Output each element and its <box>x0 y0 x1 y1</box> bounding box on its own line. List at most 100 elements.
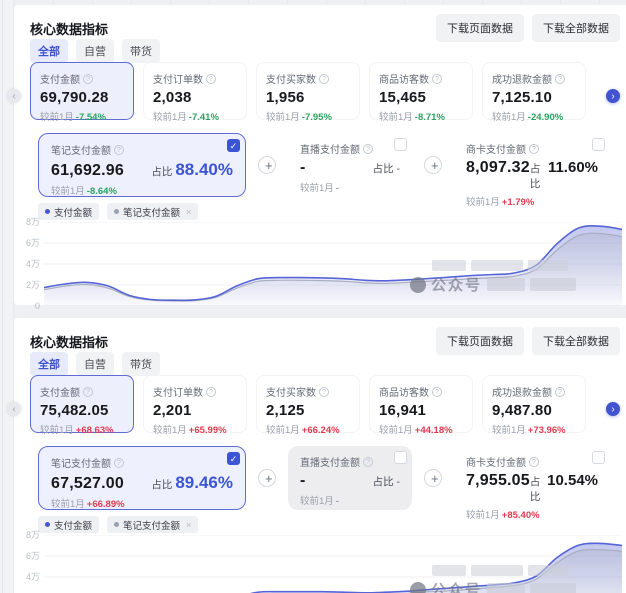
metric-card-order-count[interactable]: 支付订单数? 2,201 较前1月 +65.99% <box>143 375 247 436</box>
legend-item-payment[interactable]: 支付金额 <box>38 516 100 533</box>
compare-label: 较前1月 <box>153 425 187 436</box>
trend-area-chart[interactable] <box>44 534 623 593</box>
compare-label: 较前1月 <box>153 112 187 123</box>
tab-affiliate[interactable]: 带货 <box>122 352 160 376</box>
change-value: -8.71% <box>414 112 445 123</box>
share-label: 占比 <box>151 479 173 491</box>
metric-card-product-visitors[interactable]: 商品访客数? 16,941 较前1月 +44.18% <box>369 375 473 436</box>
subcard-value: 7,955.05 <box>466 472 530 489</box>
share-label: 占比 - <box>372 163 400 175</box>
tab-self-operated[interactable]: 自营 <box>76 352 114 376</box>
add-metric-button[interactable]: + <box>424 469 442 487</box>
legend-label: 支付金额 <box>54 207 93 219</box>
share-value: 88.40% <box>175 160 233 179</box>
close-icon[interactable]: × <box>186 206 192 217</box>
y-tick: 4万 <box>25 259 40 269</box>
trend-area-chart[interactable] <box>43 221 623 308</box>
legend-item-payment[interactable]: 支付金额 <box>38 203 100 220</box>
y-tick: 2万 <box>25 280 40 290</box>
add-metric-button[interactable]: + <box>258 156 276 174</box>
metric-card-payment-amount[interactable]: 支付金额? 69,790.28 较前1月 -7.54% <box>30 62 134 123</box>
legend-item-note-payment[interactable]: 笔记支付金额 × <box>107 203 199 220</box>
metric-value: 2,201 <box>153 402 192 419</box>
compare-label: 较前1月 <box>492 112 526 123</box>
metric-card-row: 支付金额? 75,482.05 较前1月 +68.63% 支付订单数? 2,201… <box>30 375 586 436</box>
metric-card-refund-amount[interactable]: 成功退款金额? 9,487.80 较前1月 +73.96% <box>482 375 586 436</box>
info-icon[interactable]: ? <box>83 73 93 84</box>
info-icon[interactable]: ? <box>363 456 373 467</box>
share-value: 89.46% <box>175 473 233 492</box>
checkbox-unchecked-icon[interactable] <box>592 138 605 151</box>
subcard-label: 直播支付金额 <box>300 145 360 156</box>
carousel-next-button[interactable]: › <box>606 402 620 416</box>
compare-label: 较前1月 <box>266 425 300 436</box>
background-grid <box>14 0 626 5</box>
share-value: 11.60% <box>547 159 598 176</box>
info-icon[interactable]: ? <box>432 73 442 84</box>
add-metric-button[interactable]: + <box>424 156 442 174</box>
panel-title: 核心数据指标 <box>30 334 109 350</box>
change-value: - <box>335 183 339 194</box>
change-value: -7.41% <box>188 112 219 123</box>
panel-title: 核心数据指标 <box>30 21 109 37</box>
info-icon[interactable]: ? <box>114 144 124 155</box>
share-value: 10.54% <box>547 472 598 489</box>
download-all-data-button[interactable]: 下载全部数据 <box>532 14 620 42</box>
metric-card-row: 支付金额? 69,790.28 较前1月 -7.54% 支付订单数? 2,038 … <box>30 62 586 123</box>
checkbox-unchecked-icon[interactable] <box>394 138 407 151</box>
tab-all[interactable]: 全部 <box>30 39 68 63</box>
info-icon[interactable]: ? <box>363 143 373 154</box>
info-icon[interactable]: ? <box>529 143 539 154</box>
download-page-data-button[interactable]: 下载页面数据 <box>436 14 524 42</box>
metric-label: 支付订单数 <box>153 388 203 399</box>
legend-dot-icon <box>45 522 50 527</box>
info-icon[interactable]: ? <box>206 386 216 397</box>
subcard-value: 8,097.32 <box>466 159 530 176</box>
checkbox-unchecked-icon[interactable] <box>592 451 605 464</box>
subcard-note-payment[interactable]: ✓ 笔记支付金额? 67,527.00 占比 89.46% 较前1月 +66.89% <box>38 446 246 510</box>
info-icon[interactable]: ? <box>432 386 442 397</box>
download-page-data-button[interactable]: 下载页面数据 <box>436 327 524 355</box>
metric-card-product-visitors[interactable]: 商品访客数? 15,465 较前1月 -8.71% <box>369 62 473 123</box>
tab-all[interactable]: 全部 <box>30 352 68 376</box>
info-icon[interactable]: ? <box>114 457 124 468</box>
metric-card-payment-amount[interactable]: 支付金额? 75,482.05 较前1月 +68.63% <box>30 375 134 436</box>
core-metrics-panel-1: 核心数据指标 下载页面数据 下载全部数据 全部 自营 带货 ‹ › 支付金额? … <box>7 5 626 311</box>
metric-label: 成功退款金额 <box>492 75 552 86</box>
subcard-product-card-payment[interactable]: 商卡支付金额? 7,955.05 占比 10.54% 较前1月 +85.40% <box>454 446 610 521</box>
carousel-prev-button[interactable]: ‹ <box>7 402 21 416</box>
checkbox-checked-icon[interactable]: ✓ <box>227 452 240 465</box>
metric-card-refund-amount[interactable]: 成功退款金额? 7,125.10 较前1月 -24.90% <box>482 62 586 123</box>
chevron-left-icon: ‹ <box>12 403 16 415</box>
info-icon[interactable]: ? <box>319 73 329 84</box>
metric-card-buyer-count[interactable]: 支付买家数? 1,956 较前1月 -7.95% <box>256 62 360 123</box>
metric-card-buyer-count[interactable]: 支付买家数? 2,125 较前1月 +66.24% <box>256 375 360 436</box>
info-icon[interactable]: ? <box>83 386 93 397</box>
close-icon[interactable]: × <box>186 519 192 530</box>
change-value: +66.24% <box>301 425 340 436</box>
core-metrics-panel-2: 核心数据指标 下载页面数据 下载全部数据 全部 自营 带货 ‹ › 支付金额? … <box>7 318 626 593</box>
legend-item-note-payment[interactable]: 笔记支付金额 × <box>107 516 199 533</box>
add-metric-button[interactable]: + <box>258 469 276 487</box>
info-icon[interactable]: ? <box>319 386 329 397</box>
info-icon[interactable]: ? <box>555 386 565 397</box>
carousel-next-button[interactable]: › <box>606 89 620 103</box>
carousel-prev-button[interactable]: ‹ <box>7 89 21 103</box>
tab-affiliate[interactable]: 带货 <box>122 39 160 63</box>
checkbox-checked-icon[interactable]: ✓ <box>227 139 240 152</box>
checkbox-unchecked-icon[interactable] <box>394 451 407 464</box>
info-icon[interactable]: ? <box>206 73 216 84</box>
info-icon[interactable]: ? <box>555 73 565 84</box>
info-icon[interactable]: ? <box>529 456 539 467</box>
subcard-product-card-payment[interactable]: 商卡支付金额? 8,097.32 占比 11.60% 较前1月 +1.79% <box>454 133 610 208</box>
metric-card-order-count[interactable]: 支付订单数? 2,038 较前1月 -7.41% <box>143 62 247 123</box>
subcard-note-payment[interactable]: ✓ 笔记支付金额? 61,692.96 占比 88.40% 较前1月 -8.64% <box>38 133 246 197</box>
chevron-right-icon: › <box>611 90 615 102</box>
tab-self-operated[interactable]: 自营 <box>76 39 114 63</box>
legend-label: 支付金额 <box>54 520 93 532</box>
change-value: -8.64% <box>86 186 117 197</box>
sub-metric-row: ✓ 笔记支付金额? 67,527.00 占比 89.46% 较前1月 +66.89% … <box>38 446 610 521</box>
subcard-live-payment[interactable]: 直播支付金额? - 占比 - 较前1月 - <box>288 133 412 197</box>
download-all-data-button[interactable]: 下载全部数据 <box>532 327 620 355</box>
subcard-live-payment[interactable]: 直播支付金额? - 占比 - 较前1月 - <box>288 446 412 510</box>
